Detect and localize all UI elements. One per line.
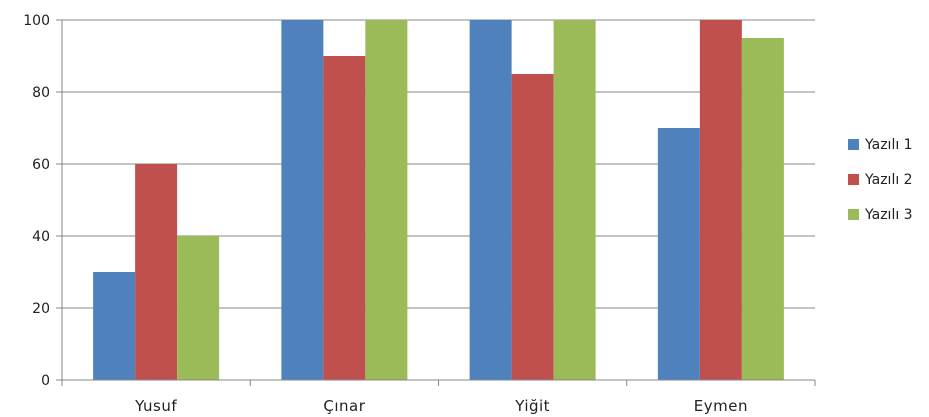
y-tick-label: 0 [41,373,50,389]
bar-Yusuf-series-3 [177,236,220,380]
legend-label: Yazılı 3 [864,207,913,223]
y-tick-label: 20 [32,301,50,317]
bar-Eymen-series-3 [741,38,784,380]
y-tick-label: 100 [23,13,50,29]
y-tick-label: 60 [32,157,50,173]
axes: 0 20 40 60 80 100 Yusuf Çınar Yiğit Eymen [23,13,816,415]
x-category-label: Yiğit [514,397,550,415]
x-category-label: Yusuf [134,397,177,415]
legend-label: Yazılı 1 [864,137,913,153]
bar-Yusuf-series-2 [135,164,178,380]
bar-Yiğit-series-1 [469,20,512,380]
x-category-label: Çınar [323,397,365,415]
bars [93,20,784,380]
y-tick-label: 80 [32,85,50,101]
bar-Eymen-series-2 [699,20,742,380]
bar-Çınar-series-2 [323,56,366,380]
bar-Çınar-series-3 [365,20,408,380]
bar-Yiğit-series-3 [553,20,596,380]
legend-label: Yazılı 2 [864,172,913,188]
legend-swatch-1 [848,139,859,150]
legend-swatch-2 [848,174,859,185]
legend-swatch-3 [848,209,859,220]
y-tick-label: 40 [32,229,50,245]
bar-Çınar-series-1 [281,20,324,380]
legend: Yazılı 1 Yazılı 2 Yazılı 3 [848,137,913,223]
bar-Yiğit-series-2 [511,74,554,380]
bar-Yusuf-series-1 [93,272,136,380]
x-category-label: Eymen [694,397,748,415]
bar-Eymen-series-1 [657,128,700,380]
